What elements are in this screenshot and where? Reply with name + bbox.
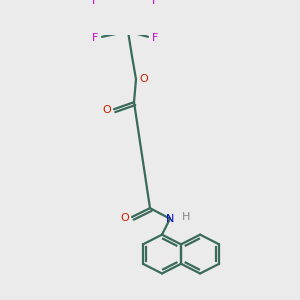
Text: F: F xyxy=(92,33,98,43)
Text: F: F xyxy=(152,0,158,6)
Text: O: O xyxy=(121,213,129,223)
Text: F: F xyxy=(152,33,158,43)
Text: F: F xyxy=(92,0,98,6)
Text: N: N xyxy=(166,214,174,224)
Text: H: H xyxy=(182,212,190,222)
Text: O: O xyxy=(140,74,148,84)
Text: O: O xyxy=(103,105,111,115)
